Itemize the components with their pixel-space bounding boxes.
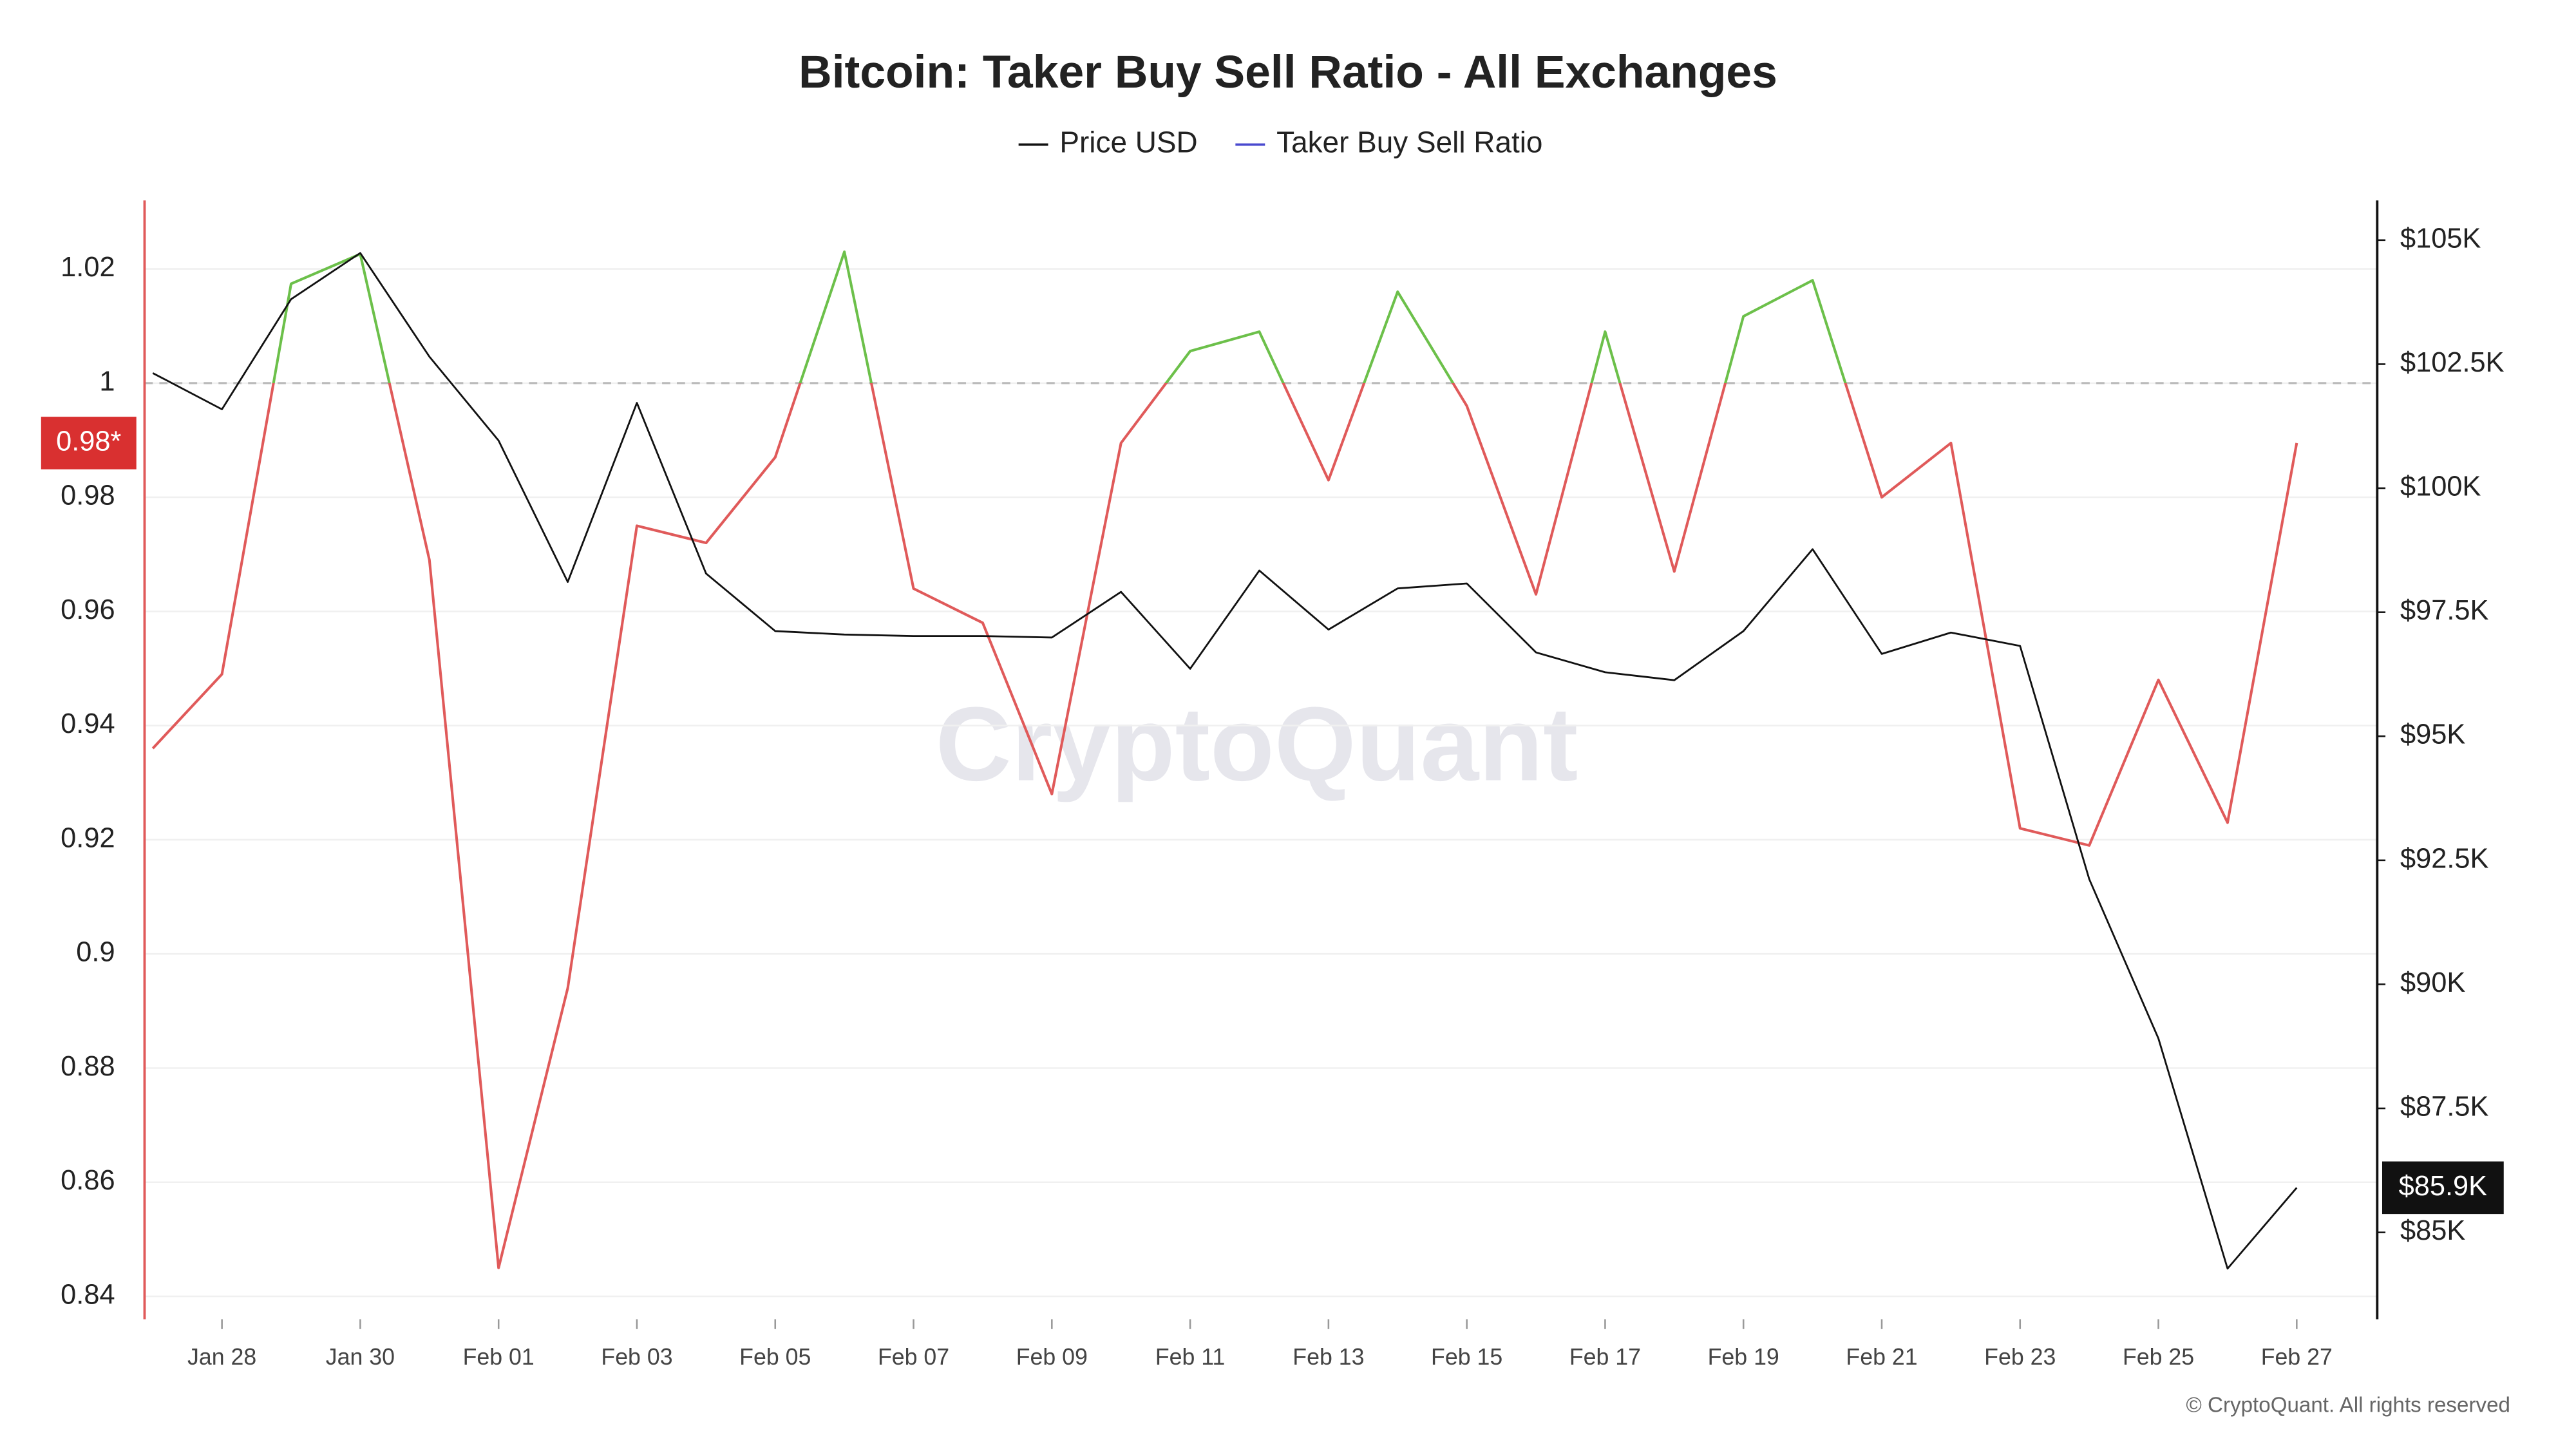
x-tick-label: Feb 15 bbox=[1431, 1344, 1502, 1370]
x-tick-label: Feb 23 bbox=[1984, 1344, 2056, 1370]
x-tick-label: Jan 30 bbox=[326, 1344, 395, 1370]
x-tick-label: Feb 11 bbox=[1155, 1344, 1226, 1370]
legend-label: Price USD bbox=[1059, 126, 1197, 159]
y2-tick-label: $105K bbox=[2400, 223, 2481, 254]
x-tick-label: Feb 03 bbox=[601, 1344, 672, 1370]
price-badge-bg bbox=[2382, 1161, 2504, 1215]
y2-tick-label: $92.5K bbox=[2400, 843, 2489, 874]
y-tick-label: 0.98 bbox=[61, 480, 115, 511]
x-tick-label: Feb 21 bbox=[1846, 1344, 1917, 1370]
y2-tick-label: $87.5K bbox=[2400, 1092, 2489, 1122]
series-line bbox=[152, 252, 2298, 1270]
y-tick-label: 1 bbox=[99, 366, 115, 397]
y2-tick-label: $95K bbox=[2400, 719, 2465, 750]
x-tick-label: Jan 28 bbox=[187, 1344, 256, 1370]
y-tick-label: 0.86 bbox=[61, 1165, 115, 1196]
chart-title: Bitcoin: Taker Buy Sell Ratio - All Exch… bbox=[799, 46, 1777, 98]
y2-tick-label: $100K bbox=[2400, 471, 2481, 502]
x-tick-label: Feb 25 bbox=[2123, 1344, 2194, 1370]
y2-tick-label: $102.5K bbox=[2400, 347, 2505, 378]
x-tick-label: Feb 19 bbox=[1708, 1344, 1779, 1370]
footer: © CryptoQuant. All rights reserved bbox=[2186, 1393, 2510, 1417]
x-tick-label: Feb 01 bbox=[463, 1344, 535, 1370]
x-tick-label: Feb 07 bbox=[878, 1344, 949, 1370]
y-tick-label: 0.88 bbox=[61, 1051, 115, 1082]
y-tick-label: 0.92 bbox=[61, 822, 115, 853]
legend-label: Taker Buy Sell Ratio bbox=[1276, 126, 1542, 159]
watermark: CryptoQuant bbox=[936, 685, 1578, 802]
y2-tick-label: $97.5K bbox=[2400, 595, 2489, 626]
y-tick-label: 0.94 bbox=[61, 708, 115, 739]
ratio-badge-bg bbox=[41, 417, 137, 469]
y2-tick-label: $90K bbox=[2400, 967, 2465, 998]
x-tick-label: Feb 09 bbox=[1016, 1344, 1088, 1370]
ratio-badge: 0.98* bbox=[56, 426, 121, 457]
series-line bbox=[151, 250, 2298, 1269]
price-badge: $85.9K bbox=[2399, 1171, 2488, 1202]
x-tick-label: Feb 17 bbox=[1569, 1344, 1641, 1370]
y2-tick-label: $85K bbox=[2400, 1215, 2465, 1246]
y-tick-label: 0.84 bbox=[61, 1279, 115, 1310]
x-tick-label: Feb 13 bbox=[1293, 1344, 1364, 1370]
x-tick-label: Feb 05 bbox=[739, 1344, 811, 1370]
y-tick-label: 0.9 bbox=[76, 937, 115, 968]
y-tick-label: 1.02 bbox=[61, 252, 115, 283]
x-tick-label: Feb 27 bbox=[2261, 1344, 2333, 1370]
y-tick-label: 0.96 bbox=[61, 594, 115, 625]
